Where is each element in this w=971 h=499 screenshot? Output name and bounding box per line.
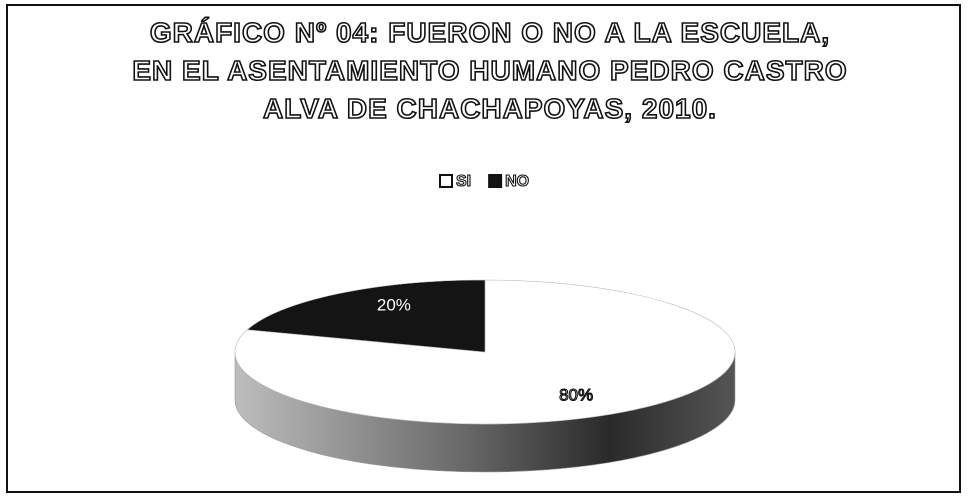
legend-label: NO [505, 173, 529, 190]
legend-swatch [439, 174, 453, 188]
legend-swatch [488, 174, 503, 188]
pie-slice [246, 279, 486, 353]
data-label: 80% [559, 386, 593, 405]
data-label: 20% [377, 295, 411, 314]
legend-label: SI [456, 173, 471, 190]
chart-title: GRÁFICO Nº 04: FUERON O NO A LA ESCUELA,… [132, 16, 848, 125]
